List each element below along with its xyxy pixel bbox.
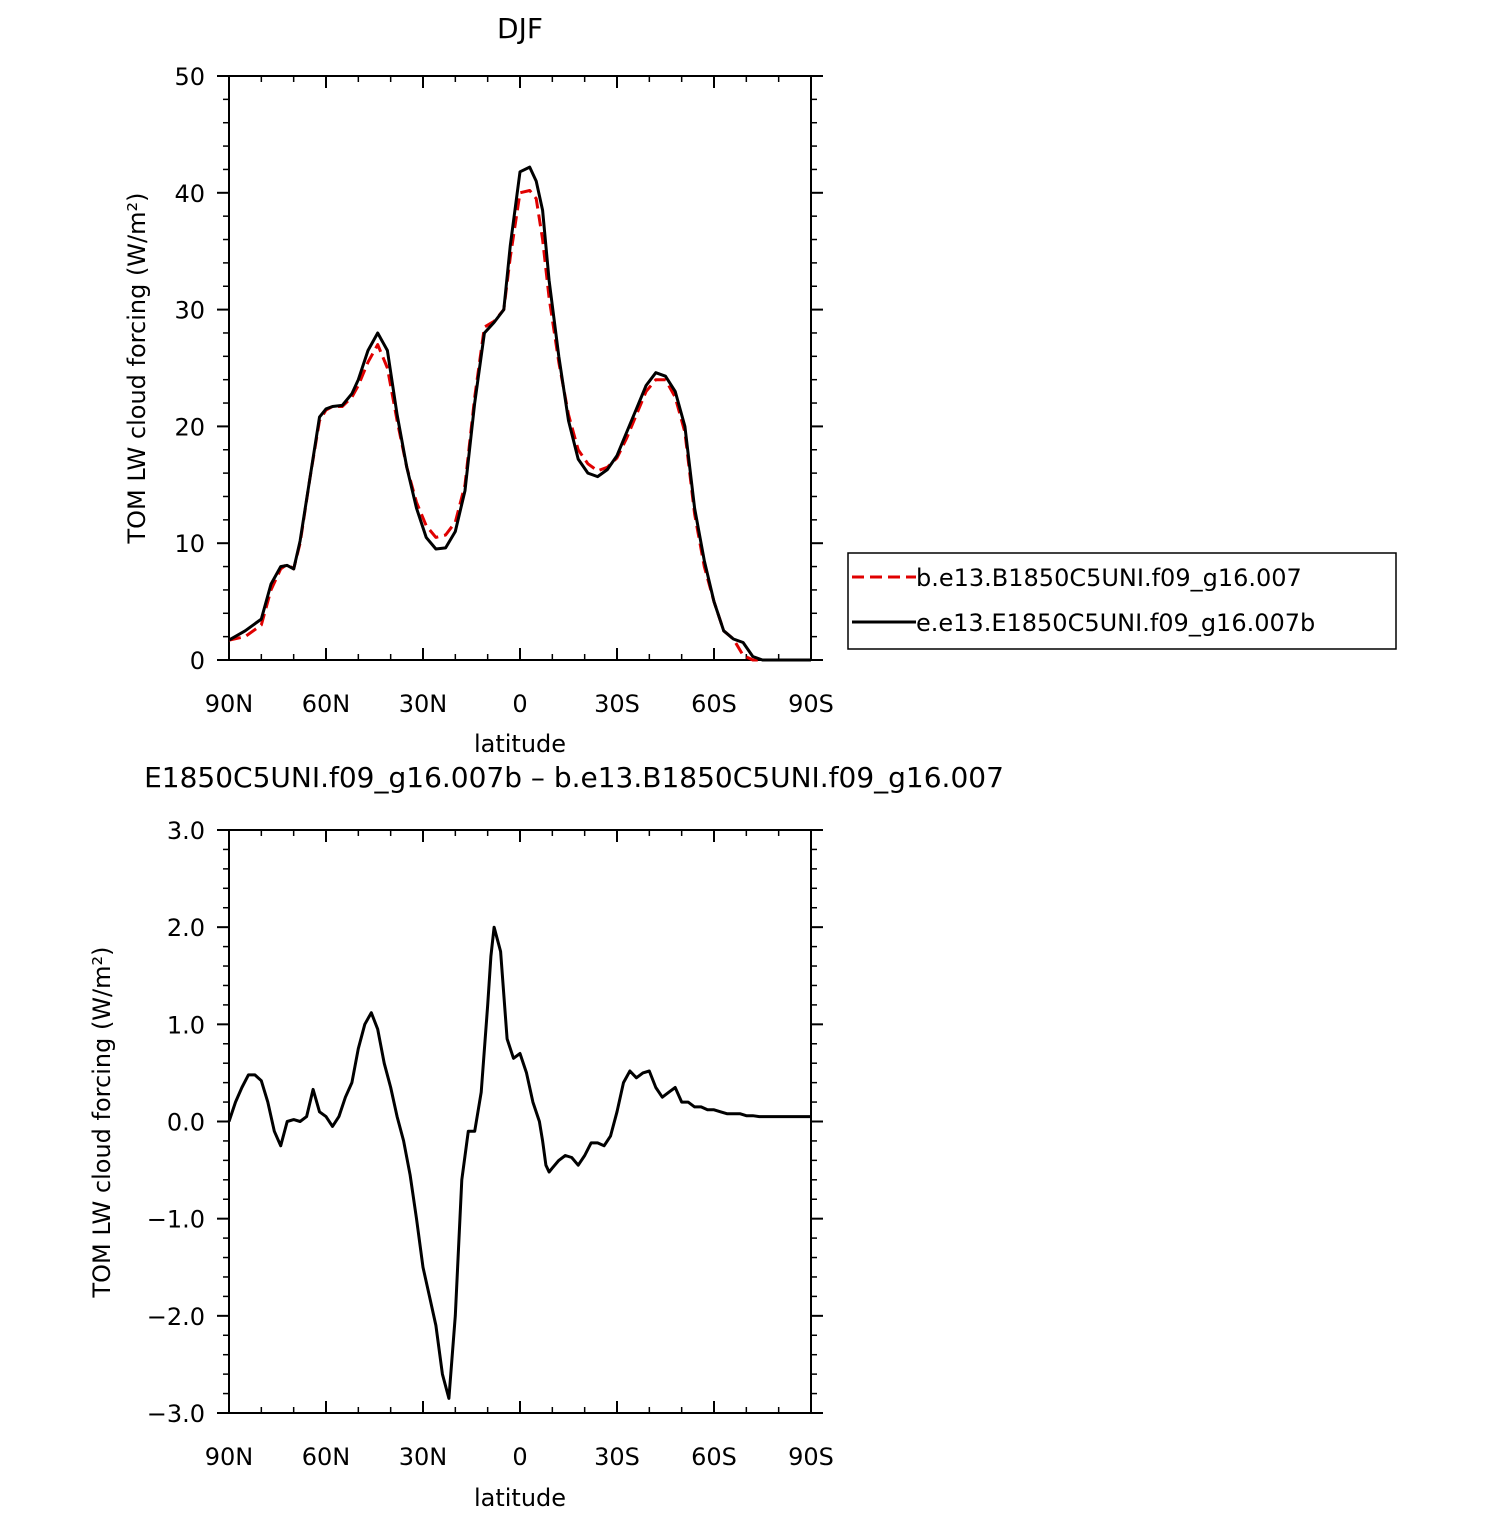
- top-axis-ticks: 90N 60N 30N 0 30S 60S 90S 0 10 20 30 40 50: [174, 63, 833, 718]
- top-x-tick-label: 0: [512, 690, 527, 718]
- top-x-tick-label: 90N: [205, 690, 254, 718]
- bottom-series-line-0: [227, 925, 811, 1400]
- bottom-y-tick-label: 0.0: [167, 1109, 205, 1137]
- legend-label-e: e.e13.E1850C5UNI.f09_g16.007b: [916, 609, 1315, 637]
- top-plot-frame: [228, 75, 812, 661]
- bottom-x-tick-label: 90S: [788, 1443, 834, 1471]
- bottom-series-lines: [227, 925, 811, 1400]
- top-x-tick-label: 60S: [691, 690, 737, 718]
- top-x-tick-label: 30S: [594, 690, 640, 718]
- bottom-chart-title: E1850C5UNI.f09_g16.007b – b.e13.B1850C5U…: [144, 761, 1004, 794]
- top-y-tick-label: 20: [174, 413, 205, 441]
- bottom-x-axis-label: latitude: [474, 1484, 566, 1512]
- bottom-x-tick-label: 30S: [594, 1443, 640, 1471]
- bottom-axis-ticks: 90N 60N 30N 0 30S 60S 90S −3.0 −2.0 −1.0 0.0 1.0 2.0…: [147, 817, 834, 1471]
- top-y-tick-label: 0: [190, 647, 205, 675]
- bottom-y-tick-label: 3.0: [167, 817, 205, 845]
- top-series-line-0: [228, 189, 811, 662]
- bottom-y-tick-label: 2.0: [167, 914, 205, 942]
- legend-box: [847, 552, 1397, 650]
- bottom-chart-panel: E1850C5UNI.f09_g16.007b – b.e13.B1850C5U…: [88, 761, 1004, 1512]
- bottom-y-tick-label: −1.0: [147, 1206, 205, 1234]
- top-series-line-1: [228, 165, 811, 662]
- top-x-tick-label: 30N: [399, 690, 448, 718]
- top-y-tick-label: 40: [174, 180, 205, 208]
- bottom-x-tick-label: 0: [512, 1443, 527, 1471]
- top-x-tick-label: 60N: [302, 690, 351, 718]
- top-series-lines: [228, 165, 811, 662]
- bottom-x-tick-label: 60S: [691, 1443, 737, 1471]
- bottom-y-tick-label: −3.0: [147, 1400, 205, 1428]
- top-y-tick-label: 10: [174, 530, 205, 558]
- legend: b.e13.B1850C5UNI.f09_g16.007 e.e13.E1850…: [847, 552, 1397, 650]
- bottom-x-tick-label: 60N: [302, 1443, 351, 1471]
- bottom-plot-frame: [228, 829, 812, 1414]
- bottom-x-tick-label: 90N: [205, 1443, 254, 1471]
- bottom-y-tick-label: −2.0: [147, 1303, 205, 1331]
- top-x-tick-label: 90S: [788, 690, 834, 718]
- bottom-y-tick-label: 1.0: [167, 1011, 205, 1039]
- bottom-y-axis-label: TOM LW cloud forcing (W/m²): [88, 947, 116, 1299]
- bottom-x-tick-label: 30N: [399, 1443, 448, 1471]
- legend-label-b: b.e13.B1850C5UNI.f09_g16.007: [916, 564, 1302, 592]
- top-y-tick-label: 50: [174, 63, 205, 91]
- top-y-axis-label: TOM LW cloud forcing (W/m²): [123, 193, 151, 545]
- top-x-axis-label: latitude: [474, 730, 566, 758]
- top-chart-panel: DJF 90N 60N 30N 0 30S 60S 90S 0 10 20 30 40 50 latit…: [123, 12, 834, 758]
- top-y-tick-label: 30: [174, 297, 205, 325]
- top-chart-title: DJF: [497, 12, 543, 45]
